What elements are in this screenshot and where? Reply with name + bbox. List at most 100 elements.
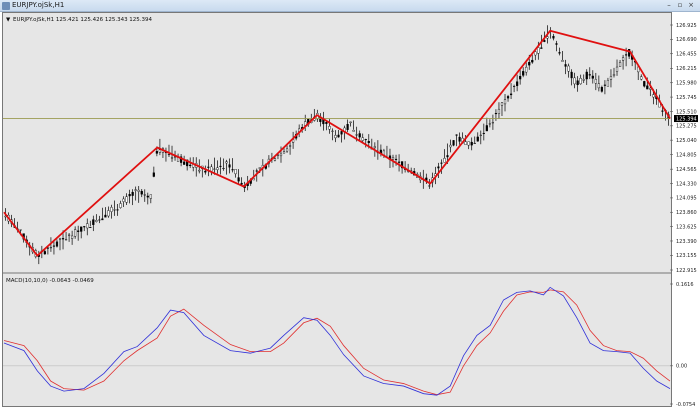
price-candle [555,43,558,45]
window-title: EURJPY.ojSk,H1 [12,1,65,9]
price-axis-label: 123.155 [676,253,697,259]
chart-window-icon [2,2,10,10]
price-candle [643,81,646,87]
macd-panel-info: MACD(10,10,0) -0.0643 -0.0469 [6,278,94,284]
chart-window[interactable]: ▼ EURJPY.ojSk,H1 125.421 125.426 125.343… [0,12,700,409]
price-candle [464,141,467,145]
price-candle [113,209,116,211]
price-axis-label: 123.390 [676,239,697,245]
price-candle [394,158,398,160]
price-axis-label: 124.330 [676,181,697,187]
price-candle [625,54,628,56]
price-candle [152,172,155,177]
price-candle [594,79,597,84]
price-candle [198,169,201,172]
price-candle [458,136,461,142]
price-axis-label: 123.860 [676,210,697,216]
price-candle [207,166,210,168]
price-candle [534,51,537,56]
price-candle [273,158,277,161]
price-candle [528,62,531,66]
price-candle [585,71,588,80]
price-candle [646,85,649,90]
current-price-label: 125.394 [676,116,697,122]
price-candle [467,141,470,146]
macd-axis-label: 0.00 [676,364,687,370]
price-axis-label: 126.925 [676,23,697,29]
price-candle [606,80,610,87]
minimize-button[interactable]: – [667,1,671,9]
price-candle [482,132,485,134]
price-candle [216,167,219,170]
price-candle [567,65,570,72]
price-candle [373,146,376,149]
macd-panel[interactable]: MACD(10,10,0) -0.0643 -0.0469 0.1616 0.00… [3,278,695,408]
price-candle [74,229,77,237]
price-candle [228,164,231,168]
price-candle [615,66,619,72]
price-candle [149,194,152,199]
close-button[interactable]: × [688,1,694,9]
price-candle [167,154,171,156]
price-axis-label: 122.915 [676,268,697,274]
price-candle [237,177,240,182]
price-candle [219,165,222,167]
price-candle [95,220,98,222]
price-candle [640,76,643,80]
price-candle [43,251,46,255]
price-candle [240,182,243,185]
price-candle [173,156,177,158]
price-candle [540,47,543,49]
price-candle [210,166,213,172]
price-candle [449,144,452,148]
price-candle [325,121,328,124]
macd-signal-line [3,289,671,396]
price-candle [83,226,86,228]
price-candle [452,140,455,146]
price-candle [446,155,449,158]
price-candle [158,149,162,153]
price-candle [455,134,458,136]
price-panel[interactable]: ▼ EURJPY.ojSk,H1 125.421 125.426 125.343… [3,17,698,274]
price-candle [140,190,143,195]
price-candle [597,83,600,89]
price-candle [222,168,225,170]
price-candle [131,191,134,196]
price-candle [579,78,582,85]
zigzag-indicator-line [3,29,671,257]
price-candle [352,129,355,132]
price-candle [110,207,113,212]
price-candle [500,102,504,106]
price-candle [494,113,498,115]
price-candle [476,136,479,142]
price-candle [183,161,186,165]
price-candle [80,226,83,232]
price-candle [479,134,482,136]
macd-axis: 0.1616 0.00 -0.0754 [670,282,695,408]
price-candle [440,162,443,164]
price-candle [361,137,364,141]
price-candle [400,161,404,169]
price-candle [570,71,573,79]
price-candle [397,161,401,163]
chart-canvas[interactable]: ▼ EURJPY.ojSk,H1 125.421 125.426 125.343… [0,12,700,409]
price-candle [519,76,522,80]
restore-button[interactable]: ▫ [677,1,683,9]
price-candle [358,133,361,138]
price-axis-label: 125.275 [676,124,697,130]
price-candle [143,194,146,196]
price-candle [328,126,331,130]
price-axis-label: 125.980 [676,81,697,87]
price-candle [104,214,107,218]
price-axis-label: 126.215 [676,66,697,72]
price-candle [252,178,255,181]
price-candle [128,194,131,197]
price-candle [64,239,68,241]
price-candle [255,170,258,172]
price-candle [234,169,237,175]
price-candle [101,218,104,221]
price-candle [588,74,591,76]
price-candle [391,157,395,160]
price-candle [46,247,49,249]
price-axis-label: 125.745 [676,95,697,101]
